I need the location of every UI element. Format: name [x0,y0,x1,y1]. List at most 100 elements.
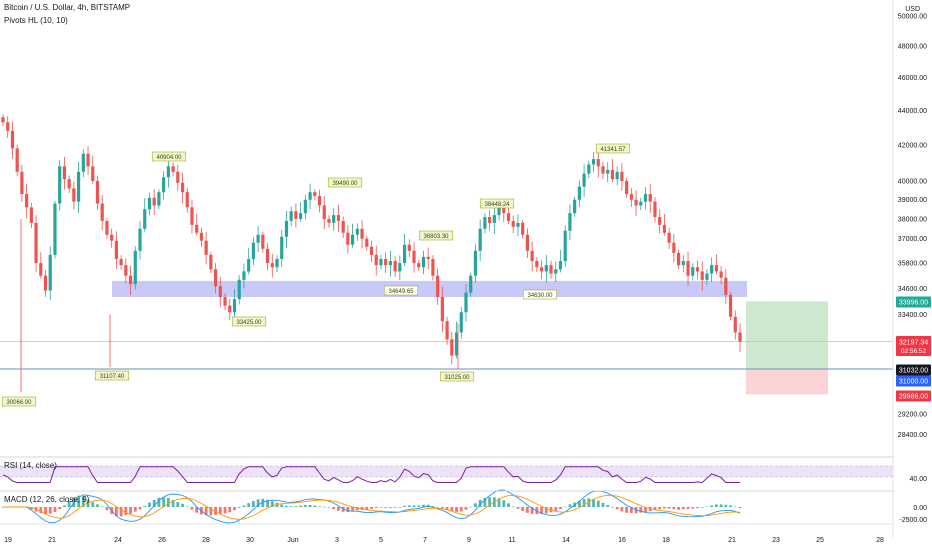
time-tick-label: 21 [48,537,56,544]
candle-body [568,213,572,231]
candle-body [634,199,638,206]
candle-body [502,207,506,214]
candle-body [303,199,307,214]
loss-zone [746,369,828,395]
macd-histogram-bar [681,507,685,510]
pivot-label: 38448.24 [479,198,515,209]
candle-body [336,215,341,221]
macd-histogram-bar [511,506,515,508]
time-tick-label: 28 [202,537,210,544]
macd-histogram-bar [587,498,591,507]
candle-body [237,279,241,300]
candle-body [261,234,265,249]
pivot-label: 33425.00 [231,316,267,327]
macd-histogram-bar [374,507,378,508]
candle-body [91,166,95,181]
candle-body [162,177,166,193]
pivot-label-box [383,285,419,296]
pivot-label-box [595,143,631,154]
macd-histogram-bar [233,507,236,511]
candle-body [530,250,534,262]
macd-histogram-bar [521,507,525,511]
candle-body [483,217,487,229]
macd-histogram-bar [559,507,562,510]
pivot-label-text: 33425.00 [236,320,262,326]
candle-body [355,228,359,235]
candle-body [738,332,742,342]
macd-histogram-bar [171,499,175,507]
time-tick-label: 24 [114,537,122,544]
macd-histogram-bar [133,507,137,512]
pivot-label: 41341.57 [595,143,631,154]
candle-body [95,180,100,204]
candle-body [294,211,298,219]
candle-body [1,117,5,123]
candle-body [218,286,222,297]
candle-body [615,171,619,180]
macd-histogram-bar [280,504,284,507]
candle-body [573,199,577,214]
candle-body [43,275,48,291]
macd-histogram-bar [162,497,166,507]
candle-body [53,203,57,255]
macd-histogram-bar [719,504,723,507]
candle-body [81,153,85,172]
support-zone [112,280,747,297]
candle-body [346,232,350,245]
time-tick-label: 3 [335,537,339,544]
pivot-label-box [1,396,37,407]
macd-histogram-bar [724,504,728,507]
candle-body [124,265,128,276]
candle-body [426,256,430,259]
macd-histogram-bar [58,507,62,509]
macd-histogram-bar [667,507,671,509]
candle-body [284,220,289,237]
candle-body [228,305,232,313]
macd-histogram-bar [247,503,251,507]
macd-histogram-bar [318,506,321,507]
candle-body [105,220,109,235]
macd-histogram-bar [77,495,80,507]
candle-body [525,234,530,251]
candle-body [549,265,553,274]
pivot-label: 31025.00 [439,371,475,382]
candle-body [506,213,511,221]
time-tick-label: 26 [158,537,166,544]
macd-histogram-bar [63,505,66,507]
macd-histogram-bar [190,507,194,510]
pivot-label: 40904.00 [151,151,187,162]
pivot-label: 39490.00 [327,177,363,188]
macd-histogram-bar [299,505,303,507]
macd-histogram-bar [705,506,709,508]
candle-body [72,188,76,202]
candle-body [110,234,114,241]
candle-body [596,159,600,167]
macd-histogram-bar [185,506,189,507]
macd-histogram-bar [469,506,473,508]
macd-histogram-bar [403,505,406,507]
macd-histogram-bar [100,506,104,508]
macd-histogram-bar [431,506,435,507]
price-tick-label: 46000.00 [898,75,927,82]
candle-body [488,217,492,223]
price-tick-label: 28400.00 [898,432,927,439]
candle-body [180,182,185,193]
candle-body [648,194,652,202]
candle-body [417,263,421,268]
macd-histogram-bar [114,507,118,517]
macd-histogram-bar [677,507,680,510]
candle-body [209,254,213,270]
price-tick-label: 34600.00 [898,286,927,293]
candle-body [20,171,24,195]
pivot-label-box [479,198,515,209]
pivot-label-box [327,177,363,188]
macd-histogram-bar [422,504,425,507]
macd-histogram-bar [700,507,704,508]
macd-histogram-bar [157,497,161,507]
candle-body [653,201,657,218]
macd-histogram-bar [143,506,147,507]
candle-body [733,316,737,333]
candle-body [232,299,237,313]
